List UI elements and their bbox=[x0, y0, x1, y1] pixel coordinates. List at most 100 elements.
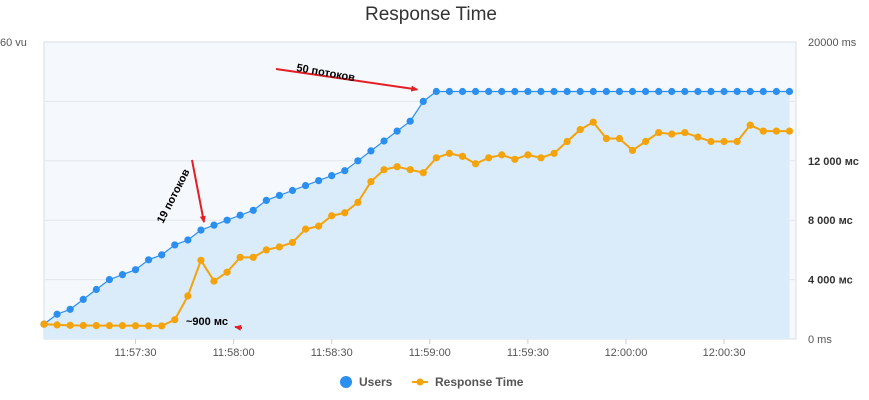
users-point bbox=[655, 87, 663, 96]
users-point bbox=[746, 87, 754, 96]
response-time-point bbox=[563, 137, 571, 146]
users-point bbox=[171, 241, 179, 249]
response-time-point bbox=[707, 137, 715, 146]
y-right-tick-label: 4 000 мс bbox=[808, 275, 853, 287]
users-point bbox=[288, 186, 297, 195]
users-point bbox=[602, 87, 610, 96]
users-point bbox=[223, 216, 231, 224]
x-tick-label: 11:57:30 bbox=[115, 347, 157, 359]
legend[interactable]: Users Response Time bbox=[340, 375, 524, 389]
response-time-point bbox=[105, 322, 113, 330]
response-time-point bbox=[419, 169, 427, 177]
y-right-tick-label: 12 000 мс bbox=[808, 156, 859, 168]
response-time-point bbox=[301, 225, 310, 233]
response-time-point bbox=[118, 322, 127, 330]
annotation-900ms: ~900 мс bbox=[186, 316, 228, 328]
response-time-point bbox=[511, 155, 519, 163]
response-time-line bbox=[43, 120, 790, 327]
users-point bbox=[341, 167, 349, 175]
users-point bbox=[406, 117, 414, 125]
y-left-tick-label: 60 vu bbox=[0, 37, 27, 49]
users-line bbox=[43, 90, 790, 325]
users-point bbox=[511, 87, 519, 96]
users-point bbox=[393, 127, 401, 135]
users-point bbox=[301, 181, 310, 190]
response-time-point bbox=[406, 166, 414, 174]
x-tick-label: 11:59:00 bbox=[409, 347, 451, 359]
response-time-point bbox=[524, 151, 532, 159]
users-point bbox=[105, 276, 113, 284]
arrow-19-threads bbox=[191, 159, 206, 224]
response-time-point bbox=[367, 177, 375, 186]
x-tick-label: 12:00:30 bbox=[703, 347, 746, 359]
response-time-point bbox=[236, 253, 244, 261]
response-time-point bbox=[602, 134, 610, 143]
users-point bbox=[380, 137, 388, 145]
response-time-point bbox=[171, 316, 179, 324]
legend-item-users[interactable]: Users bbox=[340, 375, 393, 389]
users-point bbox=[328, 172, 336, 180]
x-tick-label: 11:58:30 bbox=[311, 347, 353, 359]
legend-item-response-time[interactable]: Response Time bbox=[412, 375, 524, 389]
response-time-point bbox=[759, 127, 767, 135]
users-point bbox=[589, 87, 597, 96]
response-time-point bbox=[576, 126, 584, 134]
legend-users-marker bbox=[340, 376, 352, 388]
users-point bbox=[642, 87, 650, 96]
users-point bbox=[432, 87, 440, 96]
users-point bbox=[419, 97, 427, 105]
response-time-point bbox=[694, 133, 702, 141]
response-time-point bbox=[642, 137, 650, 146]
response-time-point bbox=[655, 128, 663, 137]
response-time-point bbox=[471, 160, 480, 168]
response-time-point bbox=[746, 121, 754, 129]
response-time-point bbox=[485, 154, 493, 162]
response-time-point bbox=[537, 154, 545, 162]
response-time-point bbox=[131, 322, 140, 330]
response-time-point bbox=[197, 256, 205, 264]
response-time-point bbox=[53, 321, 61, 329]
users-point bbox=[184, 236, 192, 244]
users-point bbox=[537, 87, 545, 96]
response-time-point bbox=[40, 320, 48, 328]
response-time-point bbox=[772, 127, 780, 135]
response-time-point bbox=[445, 149, 454, 157]
response-time-point bbox=[249, 253, 257, 261]
response-time-point bbox=[275, 243, 284, 251]
arrow-900ms bbox=[234, 324, 243, 331]
users-point bbox=[354, 157, 362, 165]
legend-users-label: Users bbox=[359, 375, 393, 389]
users-point bbox=[315, 177, 323, 185]
response-time-point bbox=[184, 292, 192, 300]
users-point bbox=[53, 310, 61, 318]
response-time-point bbox=[315, 222, 323, 230]
legend-response-label: Response Time bbox=[435, 375, 524, 389]
users-area-layer bbox=[44, 91, 790, 339]
users-point bbox=[668, 87, 676, 96]
users-point bbox=[785, 87, 794, 96]
users-point bbox=[66, 305, 74, 313]
users-point bbox=[92, 285, 100, 294]
points-layer bbox=[40, 87, 794, 330]
x-tick-label: 12:00:00 bbox=[605, 347, 648, 359]
users-point bbox=[563, 87, 571, 96]
users-point bbox=[720, 87, 728, 96]
response-time-point bbox=[432, 154, 440, 162]
response-time-point bbox=[328, 212, 336, 220]
response-time-point bbox=[66, 321, 74, 329]
response-time-point bbox=[341, 209, 349, 217]
users-point bbox=[576, 87, 584, 96]
users-point bbox=[262, 196, 270, 204]
response-time-point bbox=[393, 163, 401, 171]
response-time-point bbox=[380, 166, 388, 174]
response-time-point bbox=[354, 198, 362, 206]
users-point bbox=[210, 221, 218, 229]
response-time-point bbox=[589, 118, 597, 126]
response-time-point bbox=[720, 137, 728, 146]
users-point bbox=[118, 271, 127, 279]
users-point bbox=[275, 191, 284, 200]
response-time-point bbox=[733, 137, 741, 146]
lines-layer bbox=[43, 90, 790, 327]
response-time-point bbox=[458, 152, 467, 160]
